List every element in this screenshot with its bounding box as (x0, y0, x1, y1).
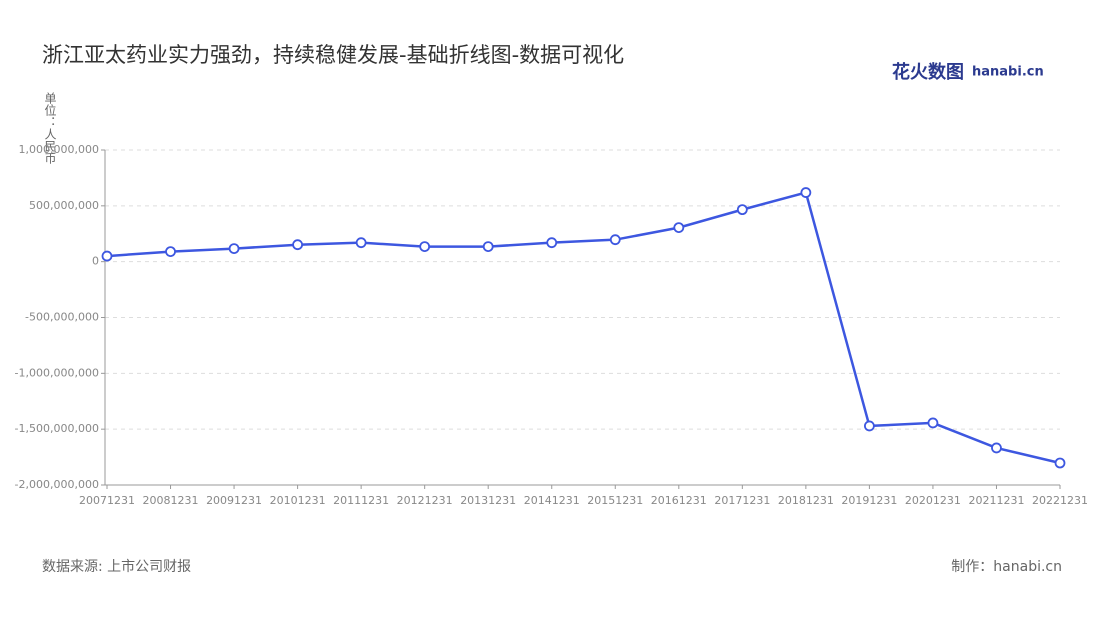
x-tick-label: 20071231 (79, 494, 135, 507)
point (292, 239, 304, 251)
x-tick-label: 20171231 (714, 494, 770, 507)
x-tick-label: 20141231 (524, 494, 580, 507)
x-tick-label: 20121231 (397, 494, 453, 507)
y-axis-label: 单位：人民币 (43, 92, 57, 164)
point (927, 417, 939, 429)
logo: 花火数图 (892, 61, 964, 83)
x-tick-label: 20191231 (841, 494, 897, 507)
point (165, 246, 176, 258)
x-tick-label: 20151231 (587, 494, 643, 507)
line (106, 191, 1061, 465)
x-tick-label: 20131231 (460, 494, 516, 507)
point (736, 204, 748, 216)
x-tick-label: 20111231 (333, 494, 389, 507)
point (991, 442, 1002, 454)
point (864, 420, 875, 432)
y-tick-label: 0 (92, 255, 99, 268)
y-tick-label: -1,500,000,000 (15, 422, 99, 435)
x-tick-label: 20091231 (206, 494, 262, 507)
point (419, 241, 431, 252)
y-tick-label: -500,000,000 (25, 311, 99, 324)
y-tick-label: 1,000,000,000 (19, 143, 99, 156)
y-tick-label: -2,000,000,000 (15, 478, 99, 491)
point (546, 237, 558, 249)
x-tick-label: 20221231 (1032, 494, 1088, 507)
source: 数据来源: 上市公司财报 (42, 558, 191, 575)
point (1054, 457, 1066, 469)
x-tick-label: 20101231 (270, 494, 326, 507)
point (609, 234, 621, 246)
point (228, 243, 240, 255)
x-tick-label: 20201231 (905, 494, 961, 507)
y-tick-label: 500,000,000 (29, 199, 99, 212)
point (673, 222, 685, 234)
point (800, 187, 812, 198)
y-tick-label: -1,000,000,000 (15, 366, 99, 379)
chart-title: 浙江亚太药业实力强劲，持续稳健发展-基础折线图-数据可视化 (42, 43, 624, 67)
point (482, 241, 494, 252)
x-tick-label: 20081231 (143, 494, 199, 507)
point (101, 250, 113, 262)
credit: 制作：hanabi.cn (951, 559, 1062, 575)
x-tick-label: 20181231 (778, 494, 834, 507)
x-tick-label: 20211231 (968, 494, 1024, 507)
point (355, 237, 367, 249)
logo-sub: hanabi.cn (972, 65, 1044, 80)
x-tick-label: 20161231 (651, 494, 707, 507)
